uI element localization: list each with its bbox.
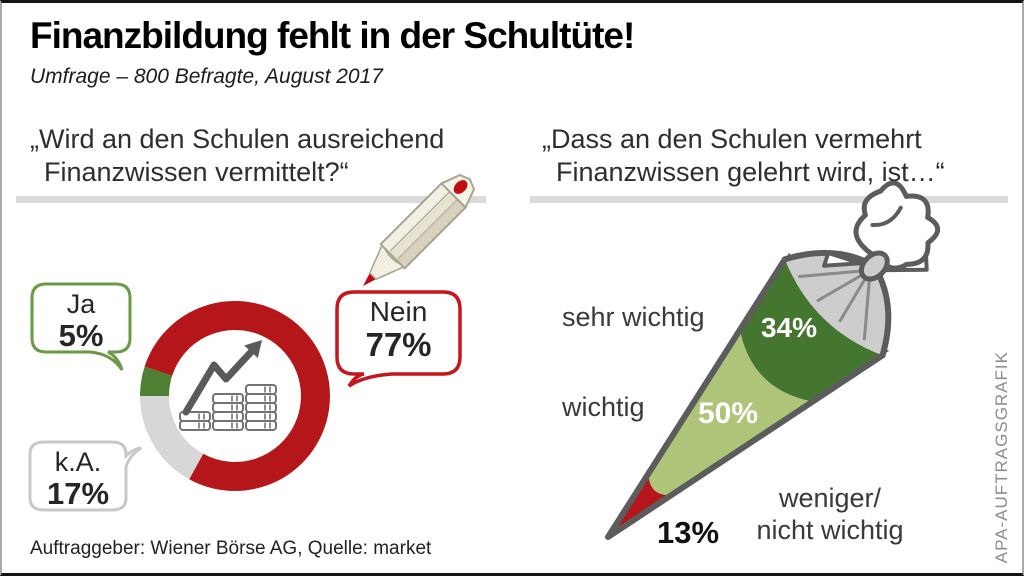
infographic-art xyxy=(28,173,941,540)
paper-tuft xyxy=(853,180,941,271)
value-sehr-wichtig: 34% xyxy=(760,312,818,343)
label-weniger-line2: nicht wichtig xyxy=(756,515,904,545)
cone-segment-sehr-wichtig xyxy=(739,252,890,402)
divider-right xyxy=(530,196,1008,203)
question-left: „Wird an den Schulen ausreichend Finanzw… xyxy=(30,123,500,189)
cone-segment-weniger xyxy=(608,473,672,537)
ribbon-knot xyxy=(858,250,890,282)
question-left-line1: „Wird an den Schulen ausreichend xyxy=(30,124,445,154)
growth-arrow-icon xyxy=(182,340,262,416)
donut-chart xyxy=(139,301,330,491)
label-ja-value: 5% xyxy=(58,318,104,353)
cone-segment-wichtig xyxy=(648,330,813,496)
source-line: Auftraggeber: Wiener Börse AG, Quelle: m… xyxy=(30,538,432,559)
page-subtitle: Umfrage – 800 Befragte, August 2017 xyxy=(30,65,383,88)
label-ka-text: k.A. xyxy=(54,447,102,477)
question-right-line1: „Dass an den Schulen vermehrt xyxy=(542,124,922,154)
donut-segment-ka xyxy=(140,395,204,480)
label-wichtig: wichtig xyxy=(562,392,645,422)
question-left-line2: Finanzwissen vermittelt?“ xyxy=(44,157,349,187)
schultuete-icon xyxy=(605,180,941,540)
label-nein-value: 77% xyxy=(365,326,432,363)
value-weniger-nicht-wichtig: 13% xyxy=(657,515,720,550)
label-nein: Nein 77% xyxy=(337,297,460,363)
label-nein-text: Nein xyxy=(369,296,428,327)
divider-left xyxy=(16,196,486,203)
question-right-line2: Finanzwissen gelehrt wird, ist…“ xyxy=(556,157,945,187)
label-sehr-wichtig: sehr wichtig xyxy=(562,302,705,332)
label-ka-value: 17% xyxy=(46,476,110,511)
donut-segment-ja xyxy=(139,366,173,397)
label-ka: k.A. 17% xyxy=(30,447,126,511)
speech-bubble-nein xyxy=(335,290,462,388)
speech-bubble-ja xyxy=(30,282,132,371)
label-weniger-nicht-wichtig: weniger/ nicht wichtig xyxy=(730,482,930,546)
value-wichtig: 50% xyxy=(697,397,759,430)
label-ja: Ja 5% xyxy=(32,289,130,353)
question-right: „Dass an den Schulen vermehrt Finanzwiss… xyxy=(542,123,992,189)
coin-stacks-icon xyxy=(179,384,277,431)
label-weniger-line1: weniger/ xyxy=(778,483,882,513)
donut-segment-nein xyxy=(144,301,330,491)
label-ja-text: Ja xyxy=(66,289,96,319)
pencil-icon xyxy=(363,173,476,286)
page-title: Finanzbildung fehlt in der Schultüte! xyxy=(30,15,635,56)
speech-bubble-ka xyxy=(28,440,142,512)
